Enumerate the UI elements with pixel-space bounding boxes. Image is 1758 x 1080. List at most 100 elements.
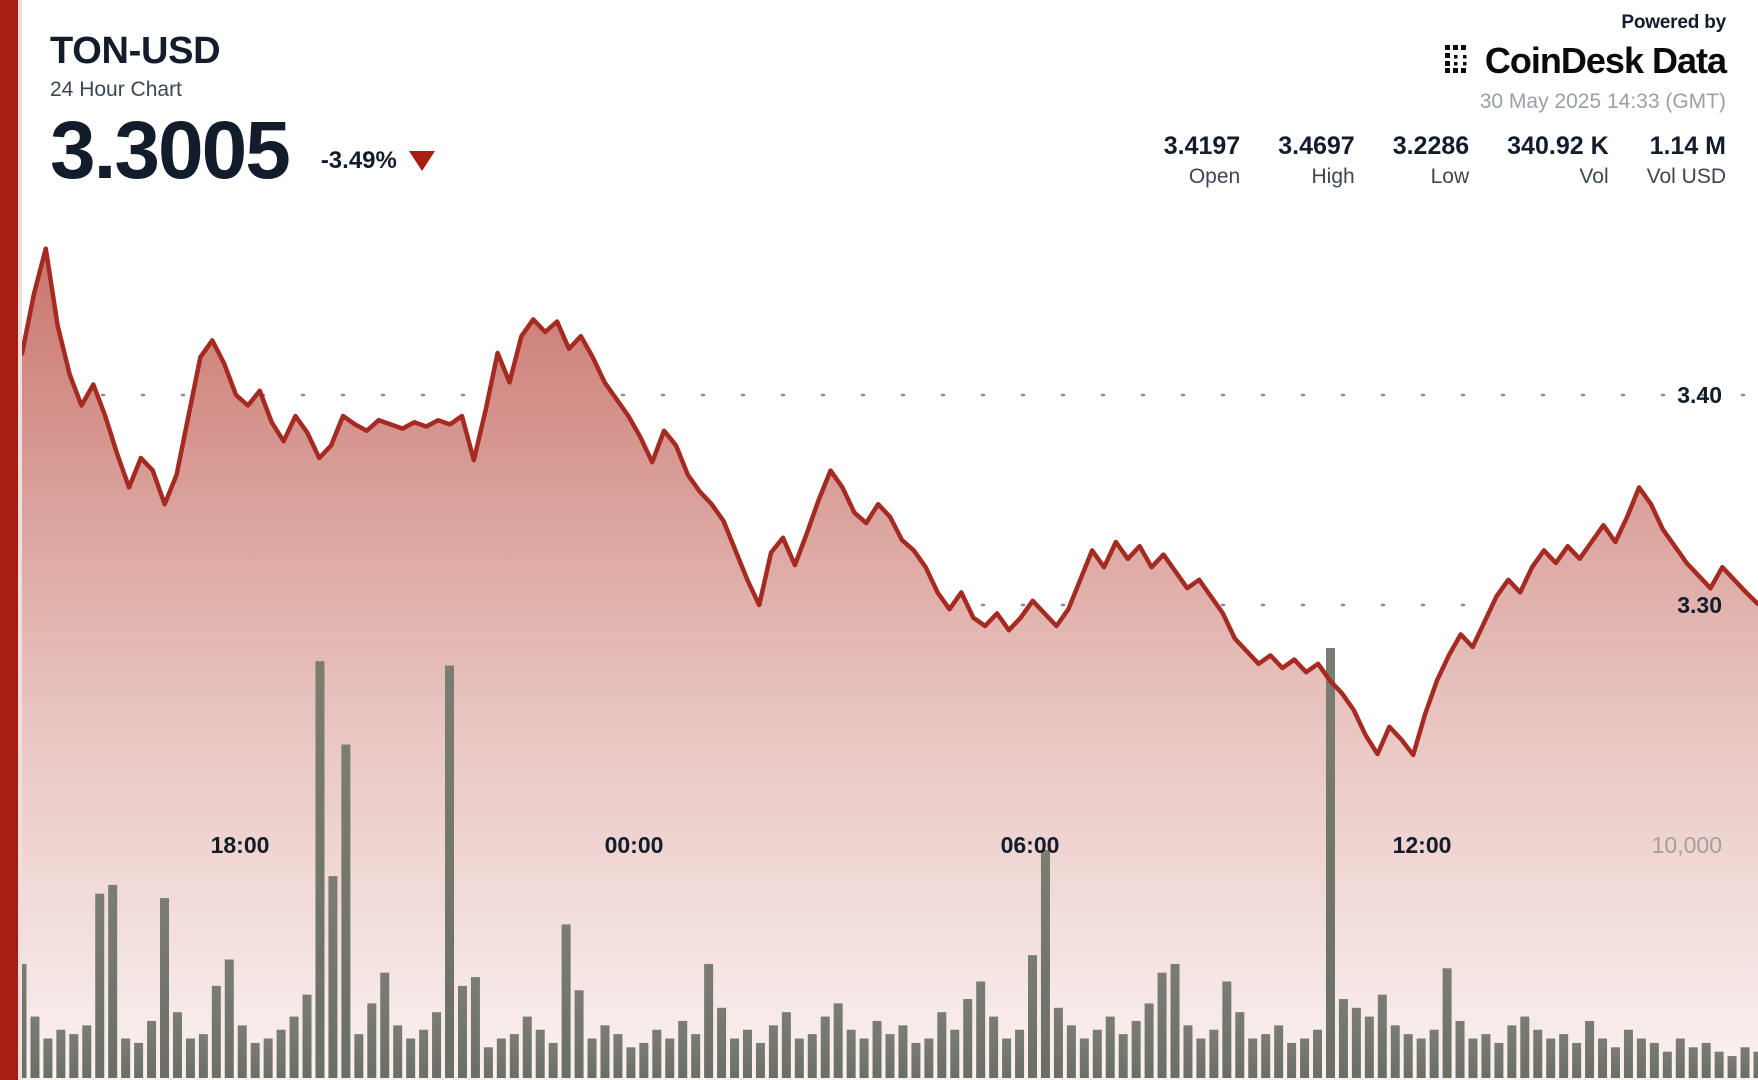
volume-bar bbox=[1040, 849, 1050, 1078]
volume-bar bbox=[704, 963, 714, 1078]
header-right: Powered by bbox=[1443, 12, 1727, 114]
stat-vol-usd: 1.14 M Vol USD bbox=[1647, 132, 1726, 189]
caret-down-icon bbox=[408, 151, 435, 172]
volume-bar bbox=[522, 1016, 532, 1078]
volume-bar bbox=[367, 1003, 377, 1078]
volume-bar bbox=[457, 985, 467, 1078]
brand-row[interactable]: CoinDesk Data bbox=[1443, 40, 1727, 82]
volume-bar bbox=[1092, 1029, 1102, 1078]
y-axis-labels: 3.30 3.40 10,000 bbox=[1652, 382, 1722, 858]
volume-bar bbox=[1442, 968, 1452, 1078]
stat-value: 1.14 M bbox=[1649, 132, 1726, 160]
stat-value: 3.4697 bbox=[1278, 132, 1355, 160]
stat-label: High bbox=[1311, 164, 1355, 188]
volume-bar bbox=[1572, 1042, 1582, 1078]
volume-bar bbox=[1261, 1034, 1271, 1078]
volume-bar bbox=[224, 959, 234, 1078]
x-axis-tick-label: 12:00 bbox=[1393, 832, 1452, 858]
volume-bar bbox=[1598, 1038, 1608, 1078]
volume-bar bbox=[898, 1025, 908, 1078]
volume-bar bbox=[43, 1038, 53, 1078]
volume-bar bbox=[1753, 1051, 1758, 1078]
volume-bar bbox=[160, 898, 170, 1078]
volume-bar bbox=[950, 1029, 960, 1078]
volume-bar bbox=[341, 744, 351, 1078]
volume-bar bbox=[807, 1034, 817, 1078]
volume-bar bbox=[561, 924, 571, 1078]
chart-svg: 3.30 3.40 10,000 18:00 00:00 06:00 12:00 bbox=[22, 246, 1758, 1080]
volume-bar bbox=[665, 1038, 675, 1078]
volume-bar bbox=[1727, 1056, 1737, 1078]
volume-bar bbox=[1053, 1007, 1063, 1078]
chart-subtitle: 24 Hour Chart bbox=[50, 77, 182, 101]
volume-bar bbox=[1520, 1016, 1530, 1078]
volume-bar bbox=[859, 1038, 869, 1078]
volume-bar bbox=[1248, 1038, 1258, 1078]
volume-bar bbox=[1390, 1025, 1400, 1078]
volume-bar bbox=[574, 990, 584, 1078]
volume-bar bbox=[1507, 1025, 1517, 1078]
volume-bar bbox=[108, 884, 118, 1078]
volume-bar bbox=[626, 1047, 636, 1078]
volume-bar bbox=[1662, 1051, 1672, 1078]
volume-bar bbox=[1636, 1038, 1646, 1078]
volume-bar bbox=[1364, 1016, 1374, 1078]
volume-bar bbox=[1546, 1038, 1556, 1078]
volume-bar bbox=[134, 1042, 144, 1078]
header-left: TON-USD 24 Hour Chart 3.3005 -3.49% bbox=[50, 31, 435, 196]
volume-bar bbox=[587, 1038, 597, 1078]
volume-bar bbox=[354, 1034, 364, 1078]
volume-bar bbox=[535, 1029, 545, 1078]
volume-bar bbox=[419, 1029, 429, 1078]
volume-bar bbox=[198, 1034, 208, 1078]
volume-bar bbox=[211, 985, 221, 1078]
powered-by-label: Powered by bbox=[1621, 12, 1726, 33]
volume-bar bbox=[1066, 1025, 1076, 1078]
price-chart[interactable]: 3.30 3.40 10,000 18:00 00:00 06:00 12:00 bbox=[22, 0, 1758, 1080]
volume-bar bbox=[937, 1012, 947, 1078]
stat-label: Low bbox=[1430, 164, 1470, 188]
volume-bar bbox=[147, 1020, 157, 1078]
header: TON-USD 24 Hour Chart 3.3005 -3.49% Powe… bbox=[0, 0, 1758, 225]
volume-bar bbox=[872, 1020, 882, 1078]
x-axis-tick-label: 06:00 bbox=[1001, 832, 1060, 858]
volume-bar bbox=[95, 893, 105, 1078]
stat-value: 3.2286 bbox=[1392, 132, 1470, 160]
volume-bar bbox=[1740, 1047, 1750, 1078]
volume-bar bbox=[250, 1042, 260, 1078]
volume-bar bbox=[989, 1016, 999, 1078]
volume-bar bbox=[172, 1012, 182, 1078]
volume-bar bbox=[911, 1042, 921, 1078]
timestamp: 30 May 2025 14:33 (GMT) bbox=[1479, 89, 1726, 113]
volume-bar bbox=[69, 1034, 79, 1078]
brand-name: CoinDesk Data bbox=[1484, 40, 1727, 82]
volume-bar bbox=[1533, 1029, 1543, 1078]
volume-bar bbox=[1105, 1016, 1115, 1078]
volume-bar bbox=[30, 1016, 40, 1078]
volume-bar bbox=[1481, 1034, 1491, 1078]
volume-bar bbox=[1610, 1047, 1620, 1078]
volume-bar bbox=[1714, 1051, 1724, 1078]
volume-bar bbox=[613, 1034, 623, 1078]
stat-label: Open bbox=[1188, 164, 1241, 188]
volume-bar bbox=[1351, 1007, 1361, 1078]
volume-bar bbox=[1675, 1038, 1685, 1078]
volume-bar bbox=[742, 1029, 752, 1078]
volume-bar bbox=[1131, 1020, 1141, 1078]
price-change-value: -3.49% bbox=[320, 147, 397, 175]
volume-bar bbox=[496, 1038, 506, 1078]
volume-bar bbox=[846, 1029, 856, 1078]
volume-bar bbox=[1701, 1042, 1711, 1078]
volume-bar bbox=[885, 1034, 895, 1078]
volume-bar bbox=[1287, 1042, 1297, 1078]
volume-bar bbox=[1338, 999, 1348, 1078]
left-accent-bar bbox=[0, 0, 18, 1080]
volume-bar bbox=[820, 1016, 830, 1078]
price-row: 3.3005 -3.49% bbox=[50, 104, 435, 196]
x-axis-tick-label: 18:00 bbox=[211, 832, 270, 858]
volume-bar bbox=[976, 981, 986, 1078]
current-price: 3.3005 bbox=[50, 104, 291, 196]
volume-bar bbox=[1494, 1042, 1504, 1078]
y-axis-tick-label: 3.30 bbox=[1677, 592, 1722, 618]
volume-bar bbox=[380, 972, 390, 1078]
